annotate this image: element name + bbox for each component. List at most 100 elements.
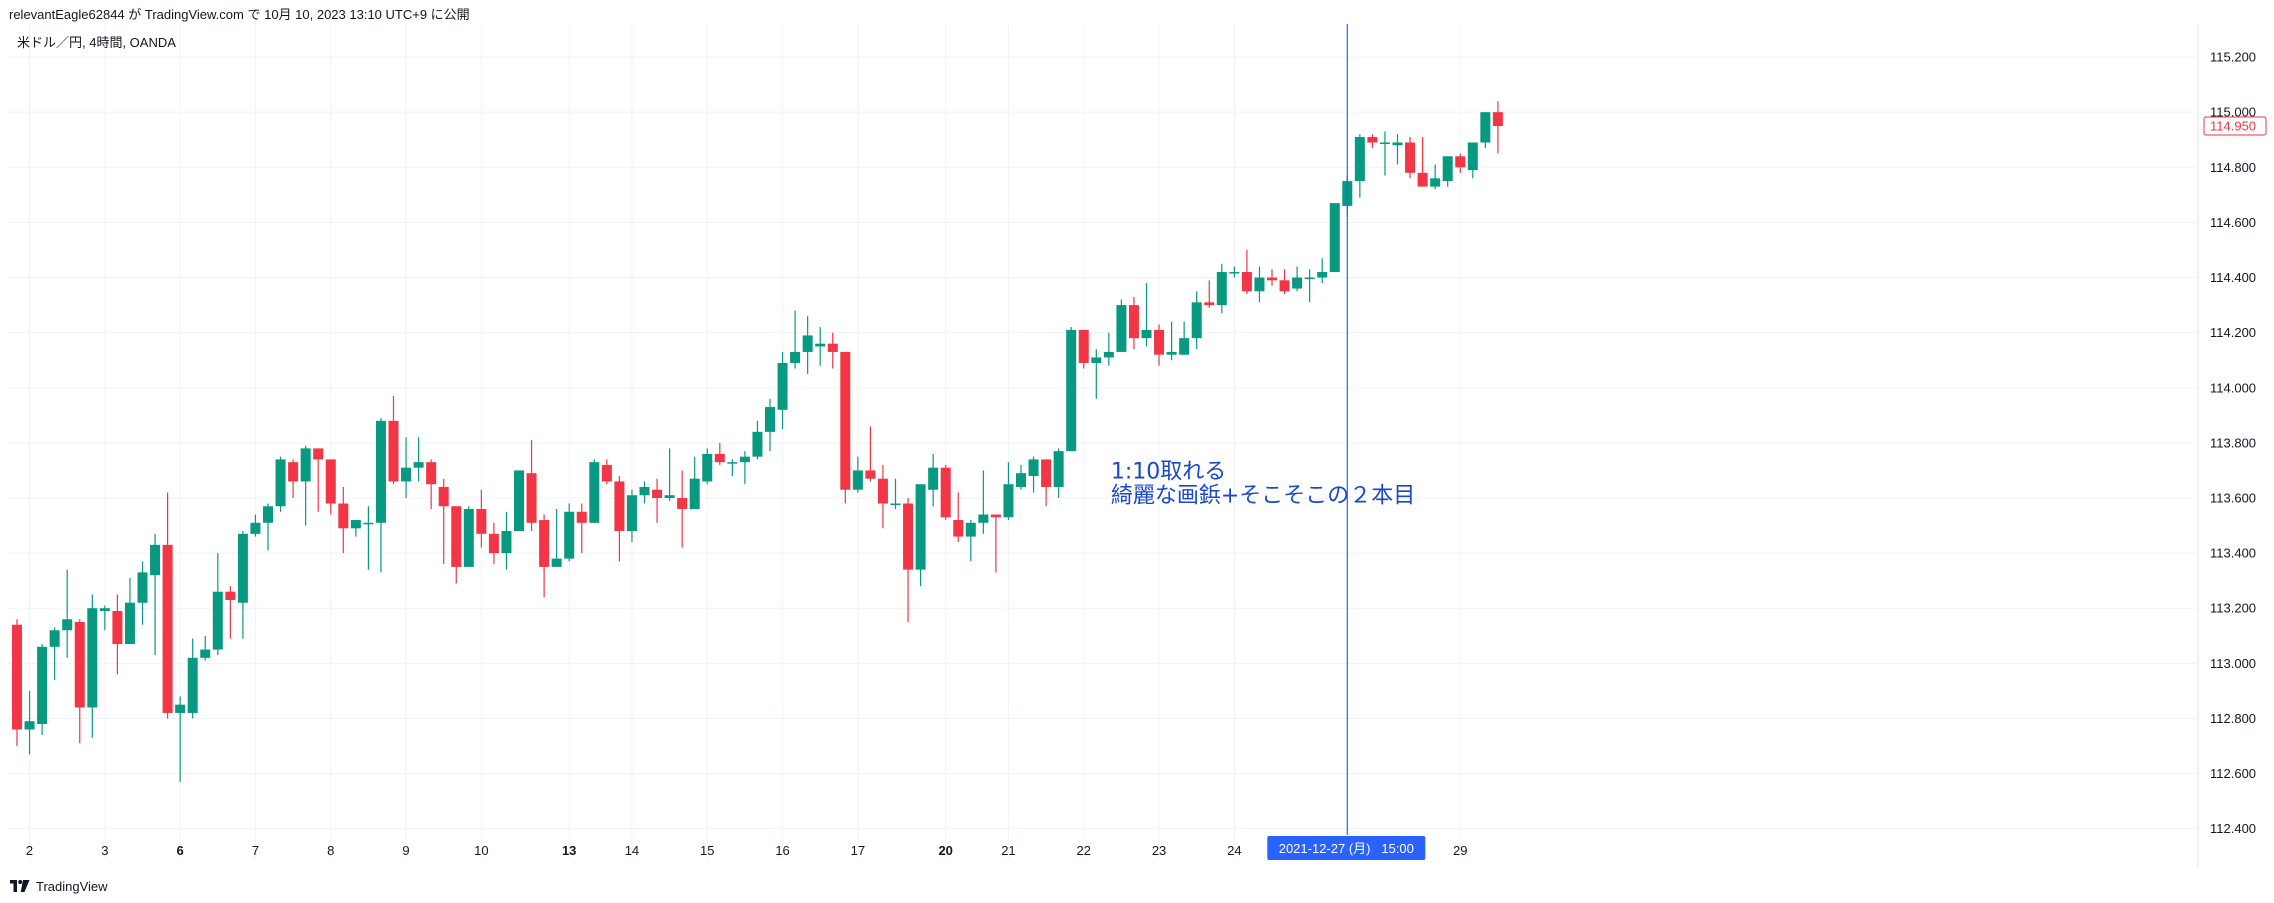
candle — [325, 459, 336, 515]
candle — [539, 514, 550, 598]
candle — [739, 451, 750, 485]
x-tick-label: 20 — [938, 843, 952, 858]
y-tick-label: 113.400 — [2210, 546, 2256, 561]
candle — [438, 478, 449, 565]
candle-body — [840, 351, 851, 490]
candle — [903, 497, 914, 623]
candle-body — [501, 531, 512, 554]
x-tick-label: 2 — [26, 843, 33, 858]
candle — [426, 459, 437, 510]
x-tick-label: 9 — [402, 843, 409, 858]
candle-body — [626, 495, 637, 532]
chart-frame[interactable]: 2 3 6 7 8 9 10 13 14 15 16 17 20 21 22 23 24 29 2021-12-2… — [0, 24, 2274, 867]
candle-body — [313, 448, 324, 460]
tradingview-logo-icon — [10, 880, 30, 892]
candle — [576, 503, 587, 554]
candle — [1053, 448, 1064, 498]
candle — [1016, 464, 1026, 490]
y-tick-label: 113.600 — [2210, 490, 2256, 505]
candle-body — [1492, 112, 1503, 126]
candle-body — [539, 520, 550, 567]
annotation-line: 1:10取れる — [1111, 459, 1226, 484]
candle-body — [363, 522, 374, 525]
candle — [551, 509, 562, 567]
candle — [12, 619, 22, 747]
candle — [1329, 203, 1340, 273]
candle-body — [1317, 272, 1328, 278]
candle-body — [438, 486, 449, 507]
candle-body — [1053, 451, 1064, 487]
candle — [1041, 459, 1052, 507]
candle — [1003, 462, 1014, 521]
candle — [388, 396, 399, 485]
candle-body — [212, 591, 223, 650]
y-tick-label: 112.800 — [2210, 711, 2256, 726]
candle-body — [426, 462, 437, 485]
candle-body — [350, 520, 361, 529]
candle-body — [150, 544, 161, 576]
candle — [300, 445, 311, 526]
symbol-label: 米ドル／円, 4時間, OANDA — [17, 35, 176, 50]
x-tick-label: 8 — [327, 843, 334, 858]
candle-body — [1379, 142, 1390, 144]
candle — [212, 553, 223, 656]
y-tick-label: 112.400 — [2210, 821, 2256, 836]
candle — [1392, 134, 1403, 165]
candle — [990, 514, 1001, 573]
candle — [877, 464, 888, 529]
candle — [865, 426, 876, 482]
candle — [288, 459, 299, 498]
x-tick-label: 7 — [252, 843, 259, 858]
candle — [1254, 266, 1265, 303]
candle — [37, 644, 48, 735]
candle — [1191, 291, 1202, 350]
footer-brand-text: TradingView — [36, 878, 108, 894]
candle-body — [815, 343, 826, 347]
footer-brand[interactable]: TradingView — [10, 876, 108, 896]
candle-body — [1028, 459, 1039, 476]
candle-body — [765, 407, 775, 432]
candle — [852, 456, 863, 493]
candle — [714, 442, 725, 465]
candle — [890, 478, 901, 510]
overlay-layer: 2021-12-27 (月) 15:00 1:10取れる綺麗な画鋲+そこそこの２本… — [1111, 24, 1426, 860]
candle-body — [124, 602, 135, 645]
candle-body — [200, 649, 211, 658]
candle — [1430, 164, 1441, 190]
y-tick-label: 115.200 — [2210, 50, 2256, 65]
candle-body — [112, 610, 123, 645]
candle — [1028, 456, 1039, 493]
candle — [840, 351, 851, 504]
candle — [564, 503, 575, 562]
candle-body — [225, 591, 236, 600]
candle-body — [12, 624, 22, 730]
candle — [752, 420, 763, 460]
candle-body — [99, 608, 110, 611]
candlestick-chart[interactable]: 2 3 6 7 8 9 10 13 14 15 16 17 20 21 22 23 24 29 2021-12-2… — [0, 24, 2274, 867]
candle — [250, 514, 261, 537]
candle-body — [576, 511, 587, 523]
candle — [790, 310, 801, 369]
candle — [1304, 269, 1315, 303]
y-tick-label: 114.800 — [2210, 160, 2256, 175]
candle-body — [413, 462, 424, 468]
candle-body — [250, 522, 261, 534]
grid-layer — [8, 24, 2196, 859]
candle — [1480, 112, 1491, 149]
candle — [1467, 142, 1478, 179]
candle-body — [664, 495, 675, 498]
candle — [1103, 332, 1114, 366]
candle — [1292, 266, 1303, 292]
candle-body — [1442, 156, 1453, 182]
candle-body — [1016, 473, 1026, 487]
candle-body — [1292, 277, 1303, 289]
candle — [614, 475, 625, 562]
candle-body — [187, 657, 198, 713]
candle — [187, 638, 198, 719]
candle — [112, 594, 123, 675]
candle-body — [1367, 136, 1378, 143]
candle — [1116, 299, 1127, 352]
candle — [1241, 249, 1252, 295]
candle — [1091, 349, 1102, 399]
y-tick-label: 114.200 — [2210, 325, 2256, 340]
